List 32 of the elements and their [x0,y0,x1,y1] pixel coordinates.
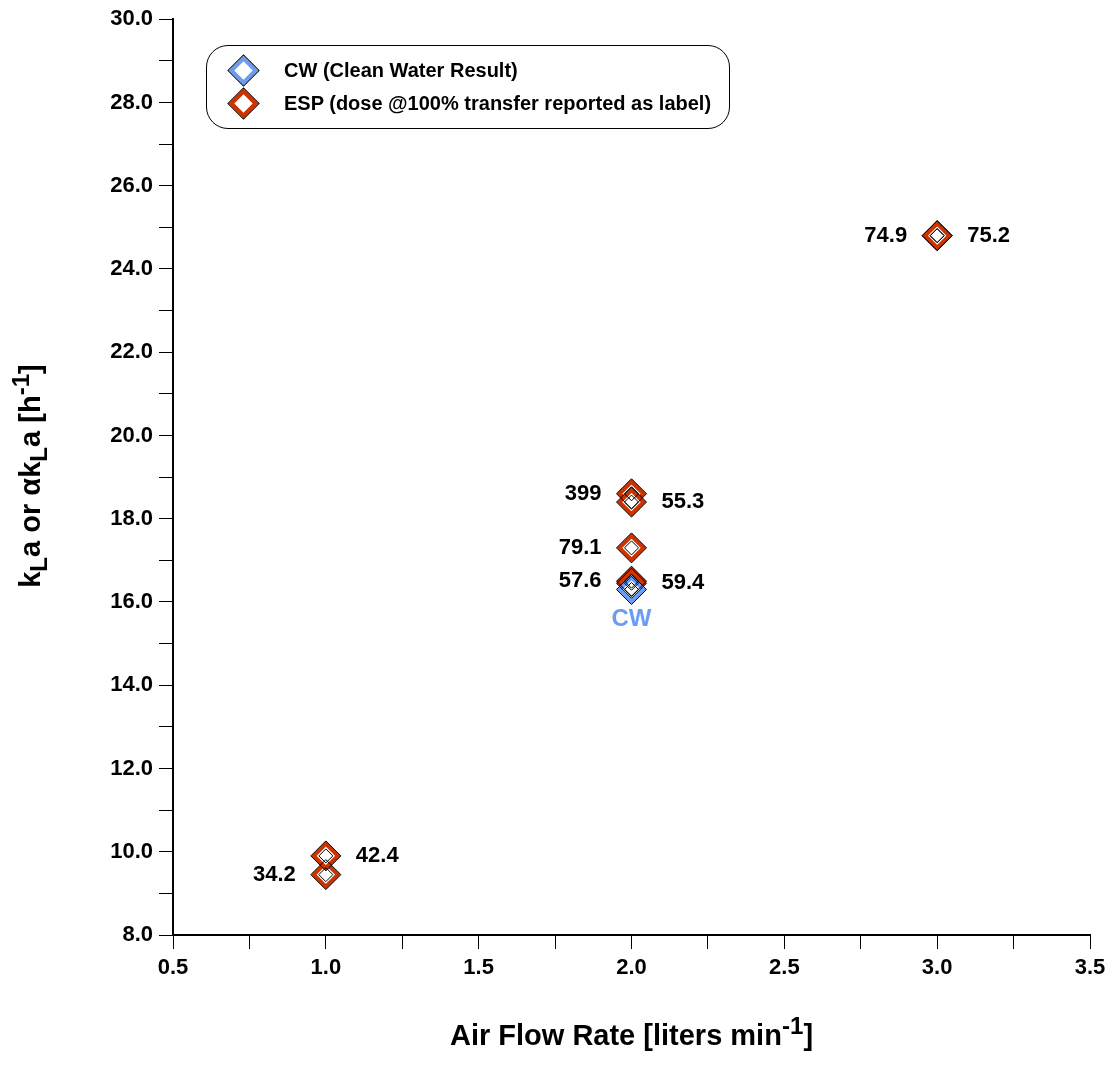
legend-label: ESP (dose @100% transfer reported as label) [284,91,712,116]
y-tick-label: 26.0 [110,171,153,197]
y-tick-label: 14.0 [110,671,153,697]
annotation: 57.6 [558,567,602,593]
annotation: 399 [564,479,602,505]
annotation: 59.4 [661,569,706,595]
y-tick-label: 28.0 [110,88,153,114]
annotation: 75.2 [967,221,1010,247]
y-tick-label: 12.0 [110,754,153,780]
y-tick-label: 30.0 [110,5,153,31]
x-tick-label: 2.5 [769,954,800,980]
y-tick-label: 8.0 [122,921,153,947]
annotation: 34.2 [253,860,296,886]
x-tick-label: 1.0 [310,954,342,980]
x-tick-label: 3.0 [921,954,953,980]
x-tick-label: 1.5 [463,954,494,980]
y-tick-label: 24.0 [110,255,153,281]
annotation: 74.9 [864,221,908,247]
y-tick-label: 22.0 [110,338,153,364]
annotation: 55.3 [661,488,705,514]
y-tick-label: 20.0 [110,421,153,447]
y-tick-label: 10.0 [110,837,153,863]
y-tick-label: 16.0 [110,588,153,614]
x-tick-label: 3.5 [1074,954,1106,980]
annotation: 42.4 [355,841,400,867]
annotation: CW [611,604,652,632]
x-tick-label: 0.5 [157,954,189,980]
x-axis-title: Air Flow Rate [liters min$^{-1}$] [448,1012,815,1052]
annotation: 79.1 [558,533,602,559]
y-tick-label: 18.0 [110,504,153,530]
legend-label: CW (Clean Water Result) [284,58,518,83]
x-tick-label: 2.0 [616,954,647,980]
